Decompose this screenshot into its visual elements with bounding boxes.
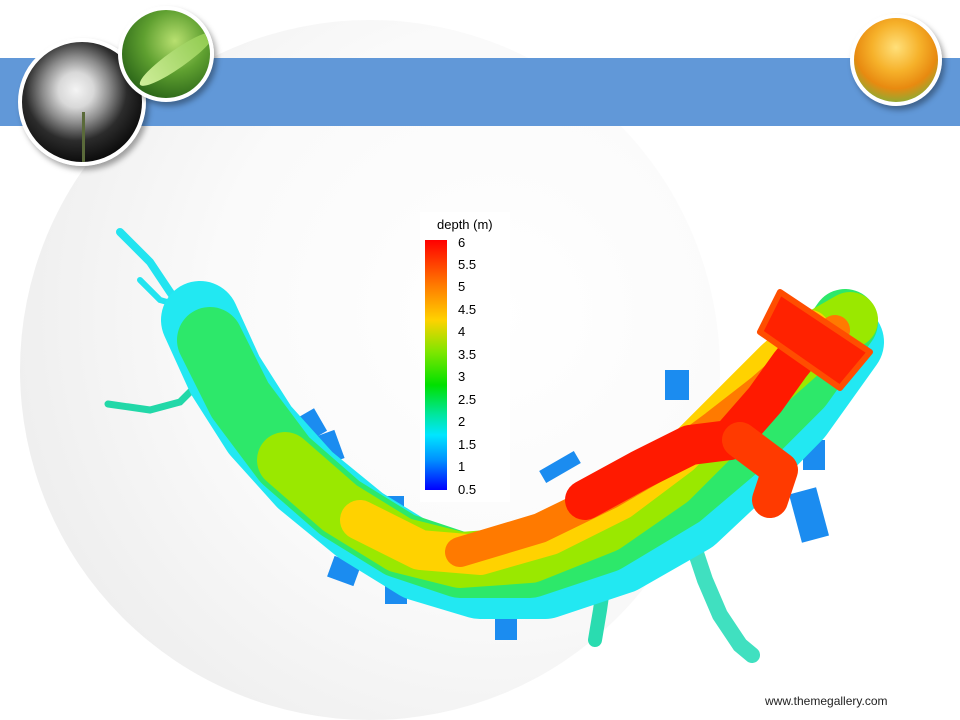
legend-tick: 4.5 bbox=[458, 302, 477, 317]
legend-title: depth (m) bbox=[437, 217, 493, 232]
legend-tick: 0.5 bbox=[458, 482, 477, 497]
legend-color-bar bbox=[425, 240, 447, 490]
legend-tick: 1 bbox=[458, 459, 466, 474]
legend-tick: 2.5 bbox=[458, 392, 477, 407]
legend-tick: 1.5 bbox=[458, 437, 477, 452]
dandelion-stem bbox=[82, 112, 85, 162]
tulip-photo bbox=[850, 14, 942, 106]
legend-tick: 4 bbox=[458, 324, 466, 339]
legend-tick: 2 bbox=[458, 414, 466, 429]
legend-tick: 3 bbox=[458, 369, 466, 384]
legend-tick: 6 bbox=[458, 235, 466, 250]
legend-tick: 3.5 bbox=[458, 347, 477, 362]
legend-tick: 5.5 bbox=[458, 257, 477, 272]
footer-url[interactable]: www.themegallery.com bbox=[765, 694, 888, 708]
legend-tick: 5 bbox=[458, 279, 466, 294]
depth-legend: depth (m) 6 5.5 5 4.5 4 3.5 3 2.5 2 1.5 … bbox=[420, 212, 510, 502]
river-depth-bands bbox=[161, 281, 884, 619]
leaf-photo bbox=[118, 6, 214, 102]
